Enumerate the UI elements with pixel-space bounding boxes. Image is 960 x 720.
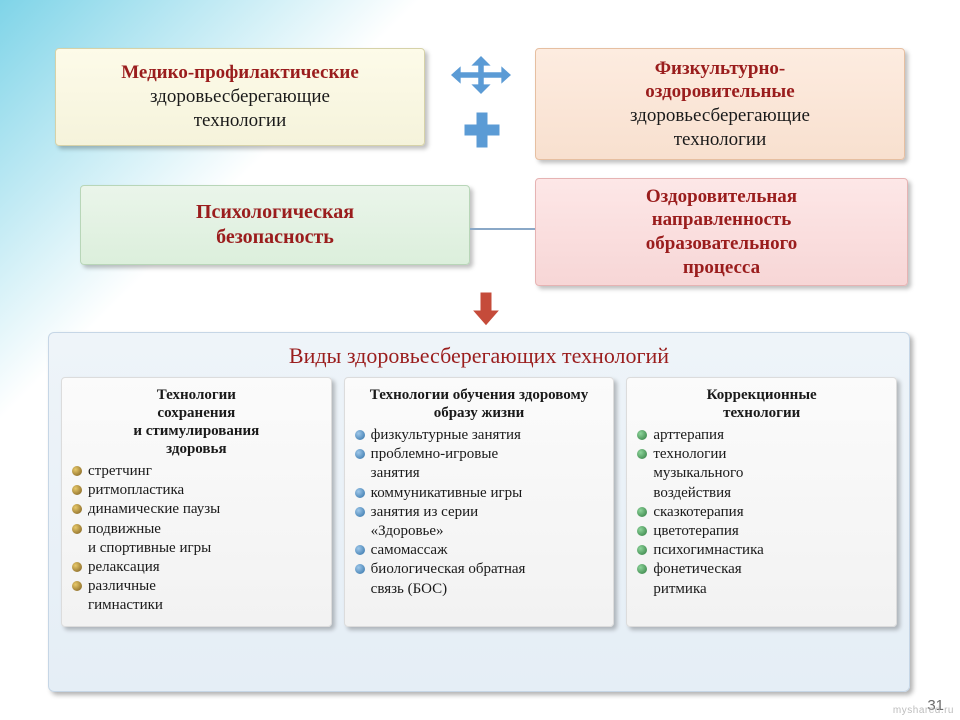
list-item: физкультурные занятия bbox=[353, 426, 606, 445]
list-item: подвижныеи спортивные игры bbox=[70, 520, 323, 558]
list-correction: арттерапиятехнологиимузыкальноговоздейст… bbox=[635, 426, 888, 599]
slide: Медико-профилактические здоровьесберегаю… bbox=[0, 0, 960, 720]
list-item: различныегимнастики bbox=[70, 577, 323, 615]
col-title-preserve: Технологиисохраненияи стимулированияздор… bbox=[70, 386, 323, 458]
list-item: занятия из серии«Здоровье» bbox=[353, 503, 606, 541]
col-correction: Коррекционныетехнологии арттерапиятехнол… bbox=[626, 377, 897, 627]
connector-line bbox=[470, 228, 535, 230]
list-item: релаксация bbox=[70, 558, 323, 577]
list-item: стретчинг bbox=[70, 462, 323, 481]
col-preserve: Технологиисохраненияи стимулированияздор… bbox=[61, 377, 332, 627]
col-lifestyle: Технологии обучения здоровому образу жиз… bbox=[344, 377, 615, 627]
arrow-bidir-icon bbox=[448, 52, 514, 98]
list-item: проблемно-игровыезанятия bbox=[353, 445, 606, 483]
box-orientation: Оздоровительнаянаправленностьобразовател… bbox=[535, 178, 908, 286]
arrow-down-icon bbox=[466, 288, 506, 328]
label-psych-safety: Психологическаябезопасность bbox=[196, 200, 354, 250]
watermark: myshared.ru bbox=[893, 705, 954, 716]
label-medical-preventive: Медико-профилактические здоровьесберегаю… bbox=[121, 61, 359, 132]
list-item: ритмопластика bbox=[70, 481, 323, 500]
list-item: цветотерапия bbox=[635, 522, 888, 541]
columns: Технологиисохраненияи стимулированияздор… bbox=[61, 377, 897, 627]
list-item: биологическая обратнаясвязь (БОС) bbox=[353, 560, 606, 598]
list-preserve: стретчингритмопластикадинамические паузы… bbox=[70, 462, 323, 616]
col-title-correction: Коррекционныетехнологии bbox=[635, 386, 888, 422]
list-item: арттерапия bbox=[635, 426, 888, 445]
list-item: технологиимузыкальноговоздействия bbox=[635, 445, 888, 503]
col-title-lifestyle: Технологии обучения здоровому образу жиз… bbox=[353, 386, 606, 422]
list-item: психогимнастика bbox=[635, 541, 888, 560]
list-lifestyle: физкультурные занятияпроблемно-игровыеза… bbox=[353, 426, 606, 599]
box-psych-safety: Психологическаябезопасность bbox=[80, 185, 470, 265]
plus-icon bbox=[462, 110, 502, 150]
list-item: сказкотерапия bbox=[635, 503, 888, 522]
section-types: Виды здоровьесберегающих технологий Техн… bbox=[48, 332, 910, 692]
list-item: фонетическаяритмика bbox=[635, 560, 888, 598]
label-physical-health: Физкультурно-оздоровительные здоровьесбе… bbox=[630, 57, 810, 152]
list-item: самомассаж bbox=[353, 541, 606, 560]
label-orientation: Оздоровительнаянаправленностьобразовател… bbox=[646, 185, 797, 280]
list-item: коммуникативные игры bbox=[353, 484, 606, 503]
box-physical-health: Физкультурно-оздоровительные здоровьесбе… bbox=[535, 48, 905, 160]
list-item: динамические паузы bbox=[70, 500, 323, 519]
box-medical-preventive: Медико-профилактические здоровьесберегаю… bbox=[55, 48, 425, 146]
section-title: Виды здоровьесберегающих технологий bbox=[61, 343, 897, 369]
